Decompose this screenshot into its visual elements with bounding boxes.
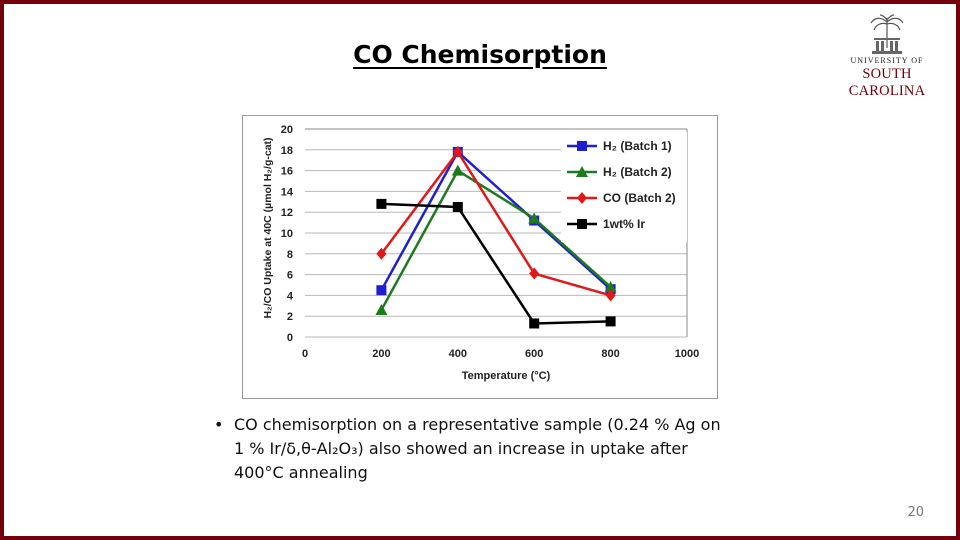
y-tick-label: 6 xyxy=(287,270,293,282)
x-tick-label: 0 xyxy=(302,348,308,360)
series-line-1 xyxy=(380,149,612,291)
bullet-point: • CO chemisorption on a representative s… xyxy=(214,413,734,485)
bullet-text: CO chemisorption on a representative sam… xyxy=(234,415,721,482)
data-point-series-1 xyxy=(376,285,387,296)
data-point-series-3 xyxy=(529,267,540,280)
palmetto-tree-icon xyxy=(870,14,904,54)
data-point-series-3 xyxy=(376,247,387,260)
data-point-series-3 xyxy=(605,289,616,302)
y-tick-label: 8 xyxy=(287,249,293,261)
data-point-series-4 xyxy=(376,198,387,209)
bullet-marker: • xyxy=(214,415,224,434)
legend-marker xyxy=(576,166,588,177)
x-tick-label: 600 xyxy=(525,348,543,360)
y-tick-label: 2 xyxy=(287,311,293,323)
y-tick-label: 4 xyxy=(287,290,294,302)
y-tick-label: 14 xyxy=(281,186,294,198)
data-point-series-4 xyxy=(452,202,463,212)
x-tick-label: 200 xyxy=(372,348,390,360)
y-tick-label: 20 xyxy=(281,124,293,136)
university-logo: UNIVERSITY OF SOUTH CAROLINA xyxy=(828,14,948,99)
y-tick-label: 0 xyxy=(287,332,293,344)
y-tick-label: 12 xyxy=(281,207,293,219)
series-line-2 xyxy=(380,168,612,311)
data-point-series-2 xyxy=(528,212,541,224)
y-tick-label: 18 xyxy=(281,145,293,157)
x-tick-label: 400 xyxy=(449,348,467,360)
data-point-series-2 xyxy=(375,303,388,315)
legend-marker xyxy=(577,192,587,204)
data-point-series-2 xyxy=(451,164,464,176)
y-tick-label: 16 xyxy=(281,166,293,178)
data-point-series-3 xyxy=(452,145,463,158)
legend-label: 1wt% Ir xyxy=(603,217,645,231)
y-axis-label: H₂/CO Uptake at 40C (µmol H₂/g-cat) xyxy=(262,137,274,318)
data-point-series-4 xyxy=(529,318,540,329)
data-point-series-2 xyxy=(604,281,617,293)
series-line-4 xyxy=(381,202,611,325)
x-tick-label: 800 xyxy=(601,348,619,360)
legend-label: CO (Batch 2) xyxy=(603,191,676,205)
page-number: 20 xyxy=(907,505,924,520)
legend-marker xyxy=(577,141,587,151)
x-tick-label: 1000 xyxy=(675,348,699,360)
series-line-3 xyxy=(380,149,611,297)
x-axis-label: Temperature (°C) xyxy=(462,370,551,382)
logo-south-carolina: SOUTH CAROLINA xyxy=(848,66,926,99)
logo-university-of: UNIVERSITY OF xyxy=(850,56,924,65)
data-point-series-4 xyxy=(605,316,616,327)
chart-container: 0 2 4 6 8 10 12 14 16 18 20 0 200 400 600 800 1000 Temper… xyxy=(242,115,718,399)
slide-title: CO Chemisorption xyxy=(0,40,960,69)
legend-marker xyxy=(577,219,587,229)
legend-label: H₂ (Batch 1) xyxy=(603,139,672,153)
slide-title-text: CO Chemisorption xyxy=(353,40,607,69)
legend-label: H₂ (Batch 2) xyxy=(603,165,672,179)
y-tick-label: 10 xyxy=(281,228,293,240)
